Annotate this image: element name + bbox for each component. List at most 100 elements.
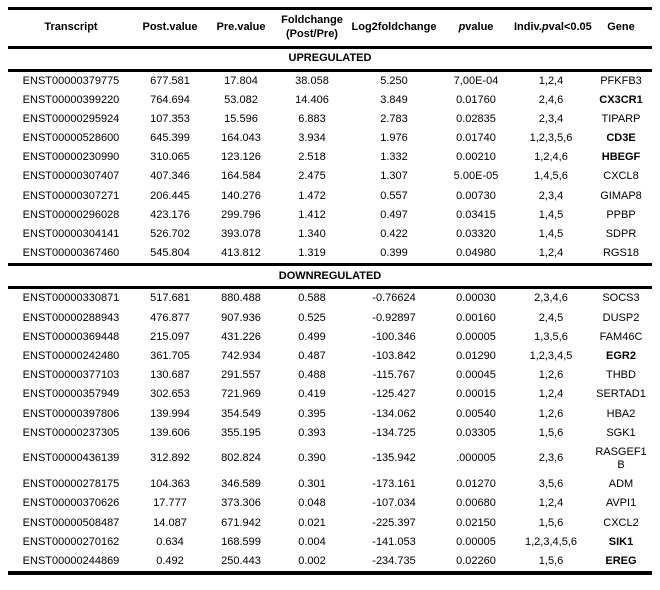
cell-pre-value: 123.126 <box>221 151 261 164</box>
column-header-text: value <box>465 20 494 33</box>
cell-gene: DUSP2 <box>602 311 640 324</box>
cell-pvalue: 0.00030 <box>456 292 496 305</box>
cell-log2foldchange: -115.767 <box>372 369 416 382</box>
cell-indiv-pval: 1,2,4,6 <box>534 151 568 164</box>
section-title: DOWNREGULATED <box>8 263 652 290</box>
cell-indiv-pval: 1,4,5 <box>538 208 564 221</box>
cell-foldchange: 0.487 <box>298 349 326 362</box>
table-row: ENST00000399220 764.694 53.082 14.406 3.849 0… <box>8 91 652 110</box>
cell-post-value: 476.877 <box>150 311 190 324</box>
cell-indiv-pval: 1,2,3,4,5 <box>529 349 573 362</box>
table-row: ENST00000330871 517.681 880.488 0.588 -0.766… <box>8 288 652 309</box>
cell-pre-value: 431.226 <box>221 330 261 343</box>
cell-gene: GIMAP8 <box>600 189 642 202</box>
cell-gene: SOCS3 <box>602 292 640 305</box>
cell-log2foldchange: -141.053 <box>372 535 416 548</box>
cell-transcript: ENST00000278175 <box>22 478 120 491</box>
cell-pre-value: 53.082 <box>224 93 258 106</box>
cell-log2foldchange: 0.497 <box>380 208 408 221</box>
cell-log2foldchange: -125.427 <box>372 388 416 401</box>
column-header-text: p <box>541 20 549 33</box>
cell-transcript: ENST00000296028 <box>22 208 120 221</box>
cell-foldchange: 1.472 <box>298 189 326 202</box>
cell-transcript: ENST00000307407 <box>22 170 120 183</box>
cell-log2foldchange: -173.161 <box>372 478 416 491</box>
cell-pvalue: 0.03415 <box>456 208 496 221</box>
cell-pvalue: 0.00045 <box>456 369 496 382</box>
cell-transcript: ENST00000367460 <box>22 247 120 260</box>
cell-pre-value: 140.276 <box>221 189 261 202</box>
cell-log2foldchange: 2.783 <box>380 112 408 125</box>
column-header-text: Post.value <box>142 20 198 33</box>
cell-indiv-pval: 1,5,6 <box>538 426 564 439</box>
column-header-pvalue: pvalue <box>440 8 512 49</box>
cell-pre-value: 393.078 <box>221 228 261 240</box>
cell-log2foldchange: 0.399 <box>380 247 408 260</box>
cell-post-value: 107.353 <box>150 112 190 125</box>
column-header-text: val<0.05 <box>548 20 592 33</box>
cell-log2foldchange: -100.346 <box>372 330 416 343</box>
cell-pre-value: 721.969 <box>221 388 261 401</box>
cell-foldchange: 0.048 <box>298 497 326 510</box>
cell-log2foldchange: 1.976 <box>380 132 408 145</box>
cell-pvalue: 0.04980 <box>456 247 496 260</box>
cell-gene: ADM <box>608 478 634 491</box>
cell-pvalue: 0.00160 <box>456 311 496 324</box>
column-header-text: Log2foldchange <box>351 20 437 33</box>
column-header-text: Indiv. <box>514 20 542 33</box>
column-header-text: Foldchange <box>281 14 343 26</box>
cell-post-value: 526.702 <box>150 228 190 240</box>
cell-gene: SGK1 <box>606 426 636 439</box>
cell-gene: CD3E <box>606 132 636 145</box>
cell-indiv-pval: 1,5,6 <box>538 555 564 567</box>
cell-post-value: 0.634 <box>156 535 184 548</box>
cell-indiv-pval: 1,3,5,6 <box>534 330 568 343</box>
table-row: ENST00000508487 14.087 671.942 0.021 -225.39… <box>8 514 652 533</box>
table-row: ENST00000295924 107.353 15.596 6.883 2.783 0.… <box>8 110 652 129</box>
cell-foldchange: 0.004 <box>298 535 326 548</box>
cell-foldchange: 0.419 <box>298 388 326 401</box>
cell-foldchange: 0.002 <box>298 555 326 567</box>
cell-pvalue: 0.00210 <box>456 151 496 164</box>
column-header-gene: Gene <box>590 8 652 49</box>
cell-pre-value: 742.934 <box>221 349 261 362</box>
table-row: ENST00000357949 302.653 721.969 0.419 -125.4… <box>8 385 652 404</box>
cell-log2foldchange: 1.307 <box>380 170 408 183</box>
cell-log2foldchange: 0.557 <box>380 189 408 202</box>
cell-foldchange: 6.883 <box>298 112 326 125</box>
cell-pvalue: 0.03305 <box>456 426 496 439</box>
cell-gene: PFKFB3 <box>600 74 642 87</box>
cell-log2foldchange: 3.849 <box>380 93 408 106</box>
cell-pvalue: 0.01290 <box>456 349 496 362</box>
table-row: ENST00000304141 526.702 393.078 1.340 0.422 0… <box>8 225 652 244</box>
cell-pvalue: 0.00005 <box>456 330 496 343</box>
cell-log2foldchange: 0.422 <box>380 228 408 240</box>
cell-transcript: ENST00000295924 <box>22 112 120 125</box>
table-row: ENST00000379775 677.581 17.804 38.058 5.250 7… <box>8 70 652 91</box>
cell-indiv-pval: 1,2,4 <box>538 497 564 510</box>
table-row: ENST00000288943 476.877 907.936 0.525 -0.928… <box>8 309 652 328</box>
table-row: ENST00000367460 545.804 413.812 1.319 0.399 0… <box>8 244 652 265</box>
cell-transcript: ENST00000528600 <box>22 132 120 145</box>
cell-gene: CXCL2 <box>603 516 639 529</box>
cell-gene: SIK1 <box>608 535 634 548</box>
table-row: ENST00000278175 104.363 346.589 0.301 -173.1… <box>8 475 652 494</box>
cell-post-value: 302.653 <box>150 388 190 401</box>
cell-post-value: 17.777 <box>153 497 187 510</box>
cell-foldchange: 38.058 <box>295 74 329 87</box>
cell-pre-value: 802.824 <box>221 452 261 465</box>
cell-foldchange: 1.319 <box>298 247 326 260</box>
column-header-log2foldchange: Log2foldchange <box>348 8 440 49</box>
header-row: Transcript Post.value Pre.value Foldchange(… <box>8 8 652 49</box>
cell-transcript: ENST00000244869 <box>22 555 120 567</box>
table-row: ENST00000370626 17.777 373.306 0.048 -107.03… <box>8 494 652 513</box>
cell-indiv-pval: 1,2,6 <box>538 407 564 420</box>
cell-pvalue: 5.00E-05 <box>453 170 499 183</box>
cell-indiv-pval: 2,3,4 <box>538 112 564 125</box>
cell-post-value: 139.994 <box>150 407 190 420</box>
cell-gene: HBEGF <box>601 151 641 164</box>
cell-gene: SDPR <box>605 228 637 240</box>
section-header-row: DOWNREGULATED <box>8 263 652 290</box>
cell-foldchange: 0.488 <box>298 369 326 382</box>
gene-expression-table: Transcript Post.value Pre.value Foldchange(… <box>8 7 652 576</box>
